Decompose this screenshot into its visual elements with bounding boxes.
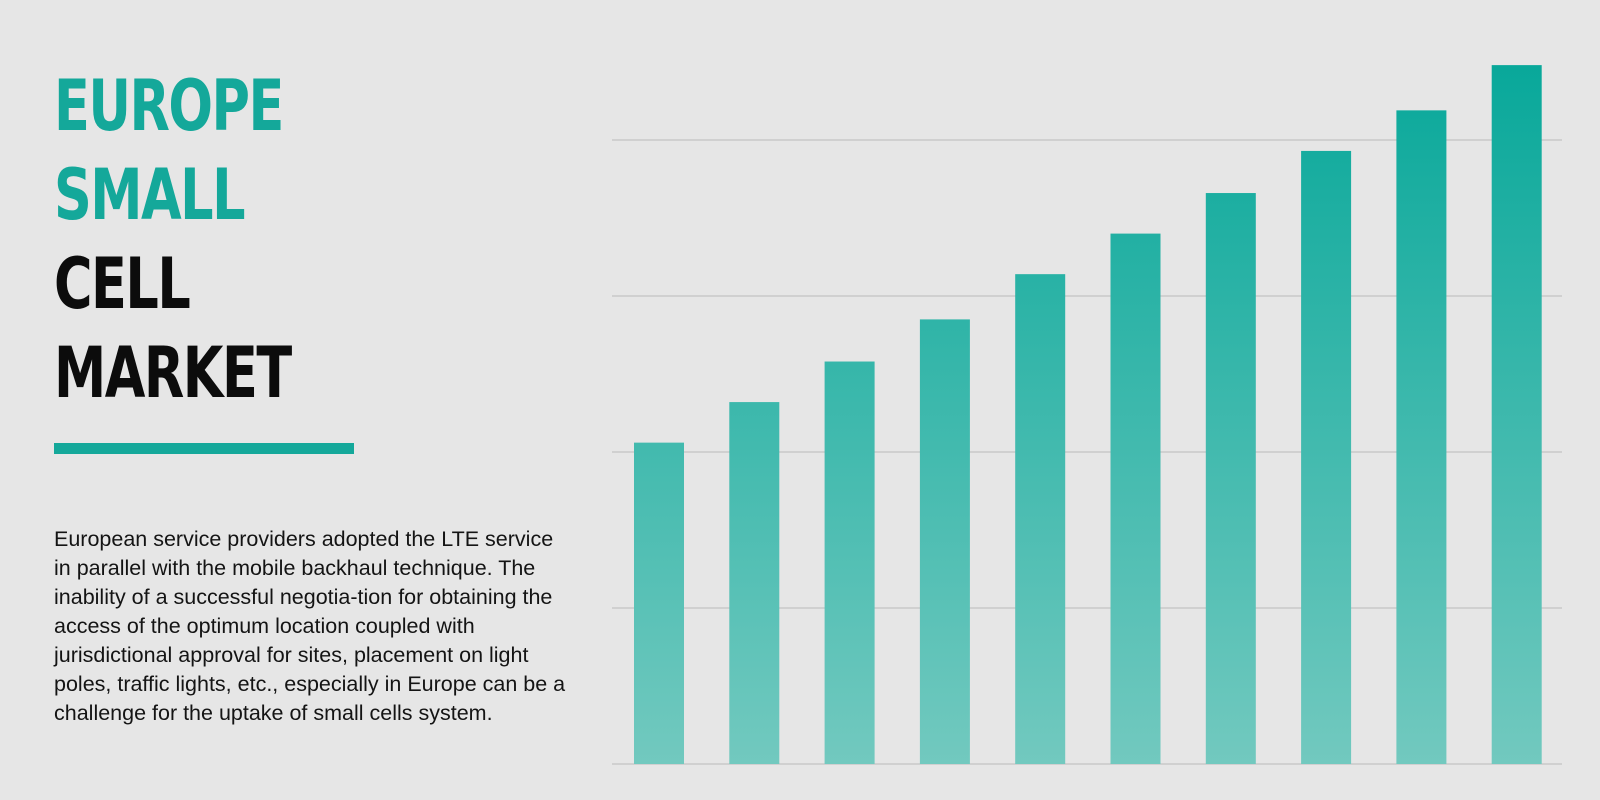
title-line-europe: EUROPE: [54, 65, 284, 147]
title-underline: [54, 443, 354, 454]
bar-3: [824, 361, 875, 764]
description-text: European service providers adopted the L…: [54, 527, 566, 725]
bars: [634, 65, 1542, 765]
bar-8: [1301, 150, 1352, 765]
bar-7: [1205, 193, 1256, 765]
title-line-small: SMALL: [54, 154, 246, 236]
bar-2: [729, 402, 780, 764]
bar-4: [919, 319, 970, 764]
bar-6: [1110, 233, 1161, 765]
bar-10: [1491, 65, 1542, 765]
bar-1: [634, 442, 684, 764]
page-title: EUROPE SMALL CELL MARKET: [54, 62, 292, 418]
bar-9: [1396, 110, 1447, 765]
title-line-market: MARKET: [54, 332, 292, 414]
title-line-cell: CELL: [54, 243, 191, 325]
bar-5: [1015, 274, 1066, 764]
